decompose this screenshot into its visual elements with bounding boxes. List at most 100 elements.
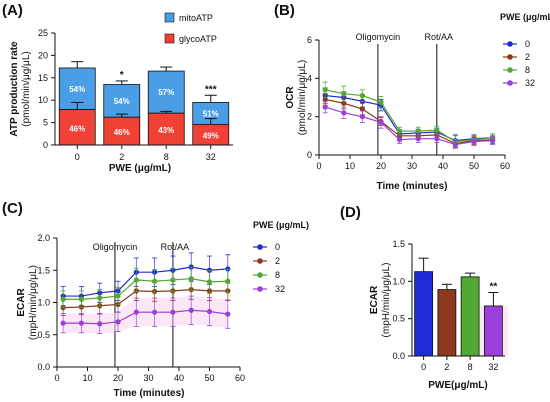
legend-marker-32 <box>257 286 263 292</box>
legend-label-8: 8 <box>275 270 280 280</box>
panel-b-point-series-32 <box>415 136 421 142</box>
panel-c-x-axis-label: Time (minutes) <box>114 388 185 399</box>
panel-a-y-label-text: ATP production rate(pmol/min/μg/μL) <box>9 41 32 137</box>
panel-d-x-axis-label: PWE(μg/mL) <box>428 380 487 391</box>
legend-swatch-mito <box>164 12 175 23</box>
panel-c-x-tick-label: 0 <box>54 373 59 383</box>
panel-c-x-tick-label: 40 <box>174 373 184 383</box>
panel-b-point-series-8 <box>415 128 421 134</box>
panel-b-line-series-8 <box>325 89 493 143</box>
panel-b-point-series-32 <box>397 137 403 143</box>
panel-b-point-series-32 <box>322 104 328 110</box>
panel-b-x-axis-label: Time (minutes) <box>377 181 448 192</box>
panel-c-rotaa-label: Rot/AA <box>161 242 190 252</box>
panel-c-x-tick-label: 20 <box>113 373 123 383</box>
panel-c-label: (C) <box>2 200 23 217</box>
panel-d-y-label-text: ECAR(mpH/min/μg/μL) <box>369 263 392 338</box>
panel-b-point-series-8 <box>359 92 365 99</box>
panel-c-point-series-8 <box>152 278 158 284</box>
legend-label-32: 32 <box>275 284 285 294</box>
panel-c-point-series-8 <box>115 293 121 299</box>
legend-marker-8 <box>507 67 513 73</box>
legend-marker-32 <box>507 80 513 86</box>
panel-a-y-tick-label: 20 <box>38 50 48 60</box>
panel-b-y-axis-label: OCR(pmol/min/μg/μL) <box>285 60 308 135</box>
panel-c-point-series-8 <box>188 276 194 282</box>
panel-a-bar-glyco <box>147 112 185 146</box>
panel-d-bar <box>437 289 457 357</box>
panel-d-significance: ** <box>489 282 497 293</box>
panel-b-point-series-32 <box>359 114 365 120</box>
panel-c-point-series-32 <box>188 307 194 313</box>
panel-a-y-tick-label: 25 <box>38 28 48 38</box>
panel-c-x-tick-label: 30 <box>143 373 153 383</box>
panel-b-y-tick-label: 2 <box>307 112 312 122</box>
legend-label-2: 2 <box>275 256 280 266</box>
panel-b-line-series-0 <box>325 94 493 142</box>
panel-a-legend: mitoATP glycoATP <box>164 12 217 44</box>
panel-b-x-tick-label: 0 <box>316 161 321 171</box>
panel-b-point-series-32 <box>341 110 347 116</box>
panel-d-y-tick-label: 0.0 <box>392 351 405 361</box>
panel-b-point-series-2 <box>359 106 365 112</box>
legend-marker-2 <box>257 258 263 264</box>
panel-a-mito-percent: 54% <box>69 85 85 94</box>
panel-a-mito-percent: 51% <box>203 109 219 118</box>
panel-b-point-series-8 <box>322 87 328 93</box>
panel-b-point-series-32 <box>471 138 477 145</box>
panel-c-point-series-32 <box>60 320 66 326</box>
panel-d: (D) ECAR(mpH/min/μg/μL) ** 0.0 0.5 1.0 1.5 0… <box>340 204 508 391</box>
panel-c-y-tick-label: 0.5 <box>37 330 50 340</box>
panel-c-point-series-32 <box>133 309 139 315</box>
panel-d-y-label-line: ECAR <box>369 285 380 314</box>
panel-b-x-tick-label: 10 <box>345 161 355 171</box>
legend-marker-0 <box>257 244 263 250</box>
panel-a-y-tick-label: 5 <box>43 118 48 128</box>
panel-b-point-series-8 <box>397 128 403 134</box>
panel-c-y-label-line: ECAR <box>16 288 27 317</box>
panel-c-x-tick-label: 60 <box>235 373 245 383</box>
legend-marker-8 <box>257 272 263 278</box>
panel-b-point-series-2 <box>322 96 328 103</box>
legend-label-0: 0 <box>275 242 280 252</box>
panel-a-mito-percent: 54% <box>114 97 130 106</box>
panel-b-point-series-8 <box>341 91 347 97</box>
panel-c-line-series-0 <box>63 266 228 297</box>
panel-b-x-tick-label: 30 <box>407 161 417 171</box>
panel-a-x-tick-label: 32 <box>206 152 216 162</box>
panel-a-bar-mito <box>147 70 185 114</box>
panel-a-y-label-line: ATP production rate <box>9 41 20 137</box>
panel-a-glyco-percent: 46% <box>114 128 130 137</box>
panel-b-legend-title: PWE (μg/mL) <box>500 12 550 22</box>
panel-b-y-tick-label: 0 <box>307 150 312 160</box>
panel-c-y-tick-label: 1.0 <box>37 298 50 308</box>
panel-c: (C) ECAR(mpH/min/μg/μL) 0.0 0.5 1.0 1.5 2.0 0… <box>2 200 309 399</box>
panel-b-rotaa-label: Rot/AA <box>425 32 454 42</box>
panel-a-bar-mito <box>103 84 141 118</box>
panel-c-point-series-8 <box>206 279 213 285</box>
legend-swatch-glyco <box>164 33 175 44</box>
panel-b-y-label-line: OCR <box>285 86 296 109</box>
panel-b-x-tick-label: 20 <box>376 161 386 171</box>
legend-marker-2 <box>507 54 513 60</box>
panel-c-point-series-32 <box>152 309 158 315</box>
panel-d-x-tick-label: 8 <box>468 362 473 372</box>
panel-c-point-series-8 <box>97 295 103 301</box>
panel-c-point-series-8 <box>170 277 176 283</box>
panel-c-point-series-32 <box>97 321 103 327</box>
panel-b-x-tick-label: 60 <box>500 161 510 171</box>
panel-a-glyco-percent: 43% <box>158 126 174 135</box>
panel-c-point-series-8 <box>225 278 231 284</box>
panel-d-y-label-line: (mpH/min/μg/μL) <box>381 263 392 338</box>
panel-c-point-series-32 <box>78 320 84 326</box>
panel-b-oligomycin-label: Oligomycin <box>356 32 401 42</box>
panel-c-line-series-8 <box>63 278 228 300</box>
panel-a-glyco-percent: 49% <box>203 132 219 141</box>
legend-label-mito: mitoATP <box>179 13 213 23</box>
legend-label-0: 0 <box>525 39 530 49</box>
panel-b-point-series-32 <box>378 119 384 126</box>
panel-a-y-tick-label: 0 <box>43 140 48 150</box>
panel-c-line-series-2 <box>63 288 228 309</box>
panel-c-y-tick-label: 1.5 <box>37 265 50 275</box>
